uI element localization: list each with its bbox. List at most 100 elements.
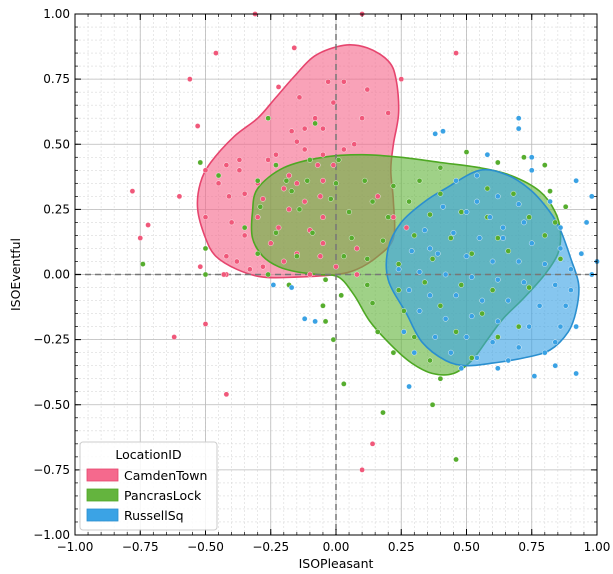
point-pancraslock	[505, 248, 512, 254]
point-russellsq	[442, 315, 449, 322]
point-russellsq	[515, 125, 522, 132]
point-pancraslock	[401, 308, 407, 314]
point-pancraslock	[380, 237, 386, 244]
point-pancraslock	[265, 271, 271, 278]
point-camdentown	[333, 263, 339, 270]
point-russellsq	[487, 214, 493, 220]
point-camdentown	[267, 240, 274, 247]
point-russellsq	[406, 287, 412, 293]
point-russellsq	[542, 349, 548, 356]
x-tick-label: 0.75	[518, 540, 545, 554]
point-pancraslock	[411, 232, 418, 239]
point-pancraslock	[341, 253, 347, 260]
point-russellsq	[521, 279, 527, 286]
legend-label-pancraslock: PancrasLock	[124, 488, 202, 503]
point-russellsq	[528, 167, 535, 174]
point-russellsq	[528, 154, 535, 161]
point-pancraslock	[369, 198, 376, 205]
point-pancraslock	[254, 177, 261, 184]
point-camdentown	[194, 123, 201, 129]
point-camdentown	[265, 157, 271, 163]
point-pancraslock	[429, 256, 436, 262]
point-camdentown	[247, 266, 253, 273]
point-russellsq	[288, 284, 295, 291]
point-pancraslock	[257, 203, 264, 210]
point-pancraslock	[458, 282, 465, 288]
point-russellsq	[421, 227, 428, 234]
point-pancraslock	[341, 381, 347, 387]
point-camdentown	[354, 245, 360, 252]
point-camdentown	[280, 258, 287, 265]
point-pancraslock	[265, 115, 271, 121]
point-pancraslock	[429, 401, 436, 408]
point-camdentown	[301, 146, 308, 153]
point-pancraslock	[484, 185, 491, 192]
point-russellsq	[495, 365, 501, 372]
point-pancraslock	[241, 224, 248, 231]
point-pancraslock	[320, 302, 326, 309]
point-pancraslock	[322, 276, 329, 283]
point-pancraslock	[309, 230, 316, 236]
point-camdentown	[330, 162, 337, 168]
point-camdentown	[398, 76, 405, 82]
x-tick-label: −0.75	[122, 540, 159, 554]
point-russellsq	[416, 269, 423, 275]
point-pancraslock	[380, 409, 386, 416]
point-camdentown	[317, 253, 324, 260]
point-camdentown	[325, 78, 331, 85]
point-pancraslock	[437, 164, 444, 171]
point-russellsq	[573, 370, 579, 377]
point-russellsq	[557, 323, 564, 330]
legend-swatch-camdentown	[86, 468, 119, 482]
point-russellsq	[495, 276, 501, 283]
point-camdentown	[312, 115, 318, 121]
point-pancraslock	[448, 235, 454, 241]
point-pancraslock	[283, 177, 290, 184]
point-pancraslock	[374, 329, 381, 335]
point-camdentown	[228, 219, 235, 226]
point-pancraslock	[202, 271, 209, 278]
point-russellsq	[484, 151, 491, 158]
point-pancraslock	[526, 214, 532, 220]
point-camdentown	[241, 190, 248, 197]
y-tick-label: 0.00	[43, 268, 70, 282]
y-tick-label: 0.25	[43, 202, 70, 216]
point-russellsq	[505, 357, 512, 364]
point-pancraslock	[346, 209, 352, 215]
tick-labels: −1.00 −0.75 −0.50 −0.25 0.00 0.25 0.50 0.75 1.00…	[33, 7, 610, 554]
point-russellsq	[453, 292, 459, 299]
point-camdentown	[374, 193, 381, 200]
point-russellsq	[489, 258, 496, 265]
point-russellsq	[468, 313, 475, 319]
point-camdentown	[260, 263, 266, 270]
point-pancraslock	[557, 256, 564, 262]
point-camdentown	[320, 151, 326, 158]
point-pancraslock	[215, 172, 222, 179]
point-camdentown	[202, 214, 209, 220]
axis-ticks	[74, 13, 598, 536]
y-tick-label: −0.50	[33, 398, 70, 412]
point-russellsq	[474, 355, 480, 361]
y-tick-label: −0.75	[33, 463, 70, 477]
point-camdentown	[187, 76, 193, 82]
point-camdentown	[403, 224, 410, 231]
point-russellsq	[552, 282, 559, 288]
point-pancraslock	[458, 209, 465, 215]
legend-items: CamdenTown PancrasLock RussellSq	[86, 468, 207, 523]
point-russellsq	[495, 193, 501, 200]
point-russellsq	[440, 203, 446, 210]
point-pancraslock	[254, 250, 261, 257]
point-camdentown	[320, 240, 326, 247]
point-pancraslock	[335, 157, 342, 163]
point-russellsq	[453, 177, 459, 184]
point-russellsq	[515, 344, 522, 351]
point-russellsq	[408, 248, 415, 254]
point-russellsq	[479, 297, 485, 304]
point-camdentown	[254, 214, 261, 220]
point-camdentown	[301, 125, 308, 132]
point-russellsq	[578, 250, 585, 257]
point-camdentown	[213, 50, 219, 56]
point-camdentown	[385, 110, 392, 116]
point-camdentown	[354, 271, 360, 278]
point-russellsq	[531, 373, 538, 379]
